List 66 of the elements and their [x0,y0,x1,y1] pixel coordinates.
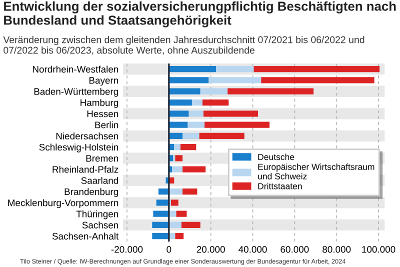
legend-label: Drittstaaten [258,182,302,190]
bar [156,200,169,206]
bar [216,66,254,72]
y-tick-label: Saarland [81,176,118,184]
bar [228,88,314,94]
bar [168,66,216,72]
bar [200,88,228,94]
bar [182,166,206,172]
bar [171,200,178,206]
bar [172,166,183,172]
bar [175,155,183,162]
chart-subtitle: Veränderung zwischen dem gleitenden Jahresdurchschnitt 07/2021 bis 06/2022 und 07/2022 bis 06/2023, absolute Werte, ohne Auszubildende [3,36,364,55]
x-tick-label: 80.000 [322,246,351,253]
bar [188,122,205,128]
bar [168,122,188,128]
bar [168,77,209,84]
bar [168,88,200,94]
bar [176,210,187,217]
legend-label: Deutsche [258,154,294,160]
y-tick-label: Berlin [95,121,118,128]
bar [204,122,270,128]
y-tick-label: Sachsen [82,222,118,228]
y-tick-label: Bayern [89,77,118,86]
y-tick-label: Hamburg [80,99,118,108]
legend-label: Europäischer Wirtschaftsraum und Schweiz [258,164,374,180]
bar [168,210,176,217]
bar [168,110,189,117]
x-tick-label: 20.000 [196,246,225,253]
x-tick-label: -20.000 [111,246,143,253]
bar [192,99,202,106]
bar [168,188,183,195]
bar [199,132,244,139]
bar [188,110,204,117]
chart-title: Entwicklung der sozialversicherungpflichtig Beschäftigten nach Bundesland und Staatsangehörigkeit [4,1,396,28]
y-tick-label: Brandenburg [64,188,118,197]
bar [208,77,262,84]
bar [202,99,229,106]
y-tick-label: Thüringen [76,210,118,220]
y-tick-label: Mecklenburg-Vorpommern [8,199,118,208]
bar [152,233,169,240]
y-tick-label: Niedersachsen [56,132,118,140]
x-tick-label: 60.000 [280,246,309,253]
bar [168,99,192,106]
y-tick-label: Bremen [86,155,118,162]
x-tick-label: 0 [166,246,172,253]
y-tick-label: Sachsen-Anhalt [52,232,119,240]
bar [168,222,182,228]
bar [254,66,380,72]
bar [152,222,169,228]
y-tick-label: Schleswig-Holstein [39,144,118,152]
bar [180,144,196,150]
bar [182,188,198,195]
bar [174,144,180,150]
x-tick-label: 100.000 [362,246,396,253]
y-tick-label: Rheinland-Pfalz [52,166,118,173]
y-tick-label: Baden-Württemberg [34,88,118,97]
y-tick-label: Hessen [87,110,118,118]
bar [261,77,374,84]
y-tick-label: Nordrhein-Westfalen [32,66,118,73]
bar [181,222,200,228]
x-tick-label: 40.000 [238,246,267,253]
bar [168,132,183,139]
bar [203,110,258,117]
bar [153,210,169,217]
bar [182,132,200,139]
bar [175,233,184,240]
